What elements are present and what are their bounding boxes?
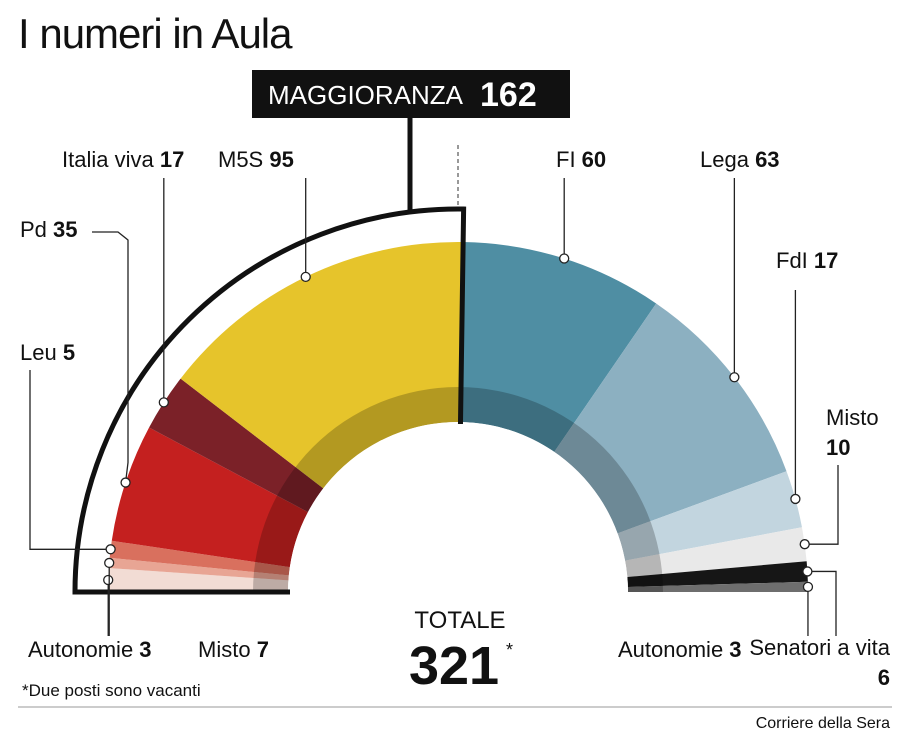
party-label: Leu 5	[20, 340, 75, 365]
party-name: Senatori a vita	[749, 635, 890, 660]
party-seats: 5	[63, 340, 75, 365]
seat-segment	[109, 540, 290, 576]
label-dot	[790, 493, 801, 505]
label-dot	[120, 477, 131, 488]
footnote: *Due posti sono vacanti	[22, 681, 201, 700]
label-dot	[300, 271, 311, 283]
party-seats: 17	[814, 248, 838, 273]
party-label: Pd 35	[20, 217, 78, 242]
majority-value: 162	[480, 76, 537, 114]
party-name: Italia viva	[62, 147, 160, 172]
seat-segment	[627, 581, 808, 592]
label-dot	[799, 539, 810, 550]
party-seats: 6	[878, 665, 890, 690]
label-dot	[729, 372, 740, 383]
inner-shade	[253, 387, 663, 592]
party-seats: 35	[53, 217, 77, 242]
chart-title: I numeri in Aula	[18, 10, 293, 57]
label-dot	[802, 581, 814, 593]
party-seats: 10	[826, 435, 850, 460]
total-value: 321	[409, 636, 499, 696]
party-name: Autonomie	[28, 637, 139, 662]
party-label: Misto 7	[198, 637, 269, 662]
party-name: Leu	[20, 340, 63, 365]
party-name: Lega	[700, 147, 755, 172]
leader-line	[804, 465, 839, 545]
seat-segment	[149, 378, 324, 513]
party-name: Misto	[198, 637, 257, 662]
party-name: Pd	[20, 217, 53, 242]
seat-segment	[627, 561, 808, 588]
party-seats: 60	[582, 147, 606, 172]
label-dot	[158, 397, 169, 408]
party-label: Lega 63	[700, 147, 780, 172]
leader-line	[807, 570, 837, 636]
seat-segment	[108, 557, 289, 581]
seat-segment	[111, 427, 308, 568]
leader-line	[29, 370, 111, 550]
seat-segment	[625, 527, 807, 578]
party-seats: 3	[139, 637, 151, 662]
total-label: TOTALE	[414, 607, 505, 634]
total-mark: *	[506, 640, 513, 660]
label-dot	[103, 574, 114, 586]
arcs	[108, 242, 808, 592]
label-dot	[104, 557, 115, 569]
party-name: FdI	[776, 248, 814, 273]
hole	[288, 422, 628, 751]
majority-bracket	[72, 206, 467, 595]
seat-segment	[617, 471, 802, 561]
party-label: Autonomie 3	[28, 637, 152, 662]
majority-label: MAGGIORANZA	[268, 80, 464, 110]
party-name: Autonomie	[618, 637, 729, 662]
party-seats: 63	[755, 147, 779, 172]
party-label: M5S 95	[218, 147, 294, 172]
party-name: M5S	[218, 147, 269, 172]
party-label: Autonomie 3	[618, 637, 742, 662]
party-label: FI 60	[556, 147, 606, 172]
label-dot	[105, 544, 116, 555]
seat-segment	[180, 242, 464, 489]
party-label: Italia viva 17	[62, 147, 184, 172]
party-seats: 17	[160, 147, 184, 172]
label-dot	[559, 253, 570, 264]
party-label: FdI 17	[776, 248, 838, 273]
majority-box	[252, 70, 570, 118]
party-name: Misto	[826, 405, 879, 430]
party-seats: 3	[729, 637, 741, 662]
seat-segment	[108, 568, 289, 592]
seat-segment	[460, 242, 657, 452]
label-dot	[802, 566, 813, 577]
source: Corriere della Sera	[756, 715, 890, 732]
party-name: FI	[556, 147, 582, 172]
party-seats: 95	[269, 147, 293, 172]
leader-line	[92, 231, 129, 483]
party-seats: 7	[257, 637, 269, 662]
seat-segment	[554, 303, 787, 534]
